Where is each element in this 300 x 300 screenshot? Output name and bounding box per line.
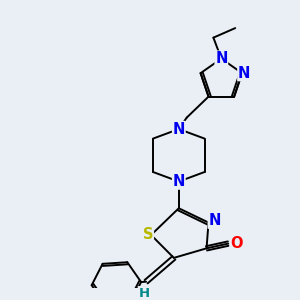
Text: N: N	[172, 122, 185, 136]
Text: N: N	[208, 213, 221, 228]
Text: S: S	[143, 227, 153, 242]
Text: N: N	[215, 51, 227, 66]
Text: H: H	[139, 287, 150, 300]
Text: O: O	[230, 236, 242, 251]
Text: N: N	[238, 66, 250, 81]
Text: N: N	[172, 174, 185, 189]
